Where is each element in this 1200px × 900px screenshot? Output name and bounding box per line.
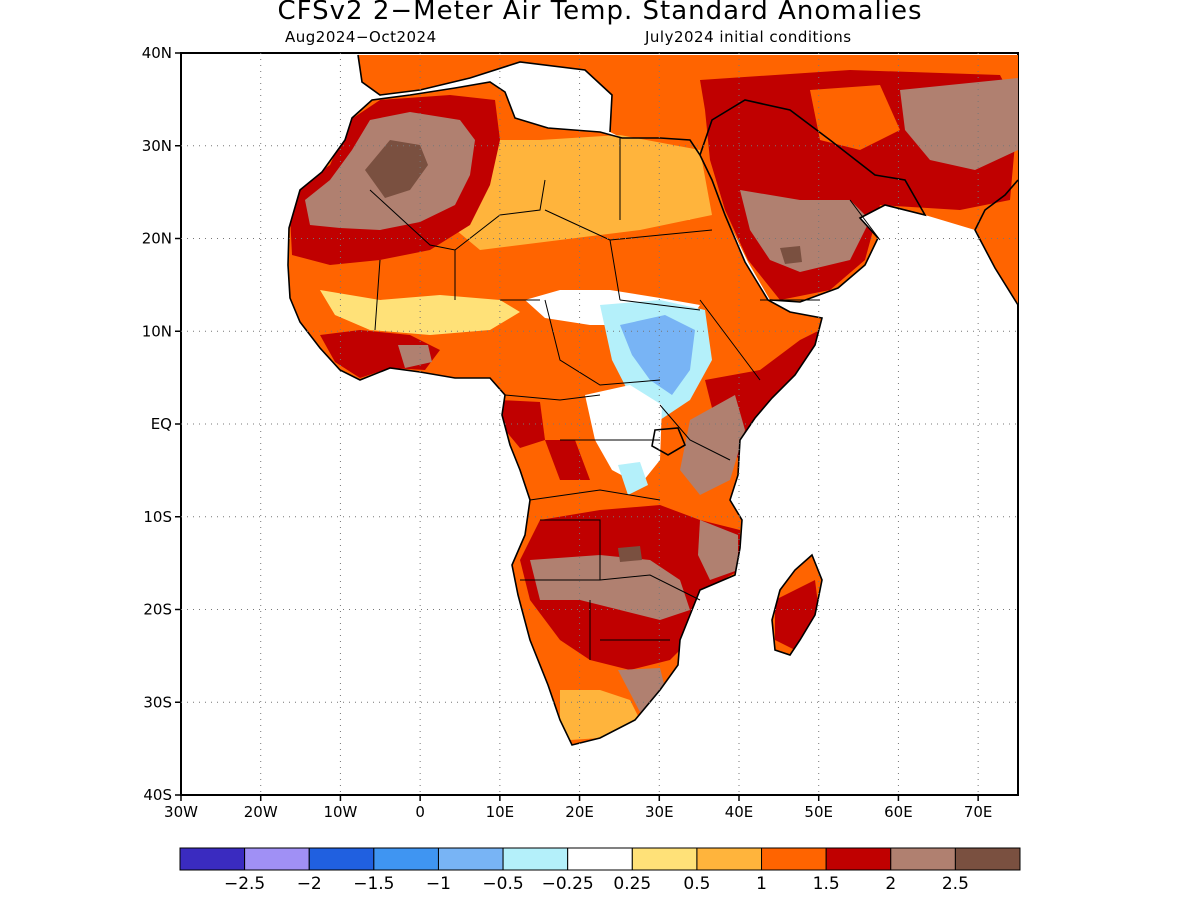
colorbar-swatch: [696, 847, 763, 871]
zambia-brown-core: [618, 546, 642, 562]
mozambique-brown: [698, 520, 738, 580]
colorbar-swatch: [761, 847, 827, 871]
colorbar-swatch: [244, 847, 310, 871]
lat-tick-label: 40S: [143, 786, 172, 804]
gabon-red: [500, 400, 545, 448]
lon-tick-label: 20W: [244, 803, 278, 821]
colorbar-swatch: [954, 847, 1021, 871]
colorbar-swatch: [179, 847, 246, 871]
southern-africa-brown: [530, 555, 690, 620]
colorbar-swatch: [373, 847, 439, 871]
border-lines: [369, 138, 881, 660]
lon-tick-label: 50E: [804, 803, 833, 821]
colorbar-label: −0.25: [542, 874, 594, 894]
colorbar-swatch: [502, 847, 569, 871]
lake-victoria: [651, 427, 687, 456]
colorbar-label: −1.5: [353, 874, 394, 894]
lon-tick-label: 70E: [964, 803, 993, 821]
lat-tick-label: 20N: [142, 230, 172, 248]
colorbar-label: 1.5: [813, 874, 840, 894]
colorbar-swatch: [631, 847, 698, 871]
lat-tick-label: 10N: [142, 322, 172, 340]
arabia-orange: [810, 85, 900, 150]
colorbar-swatch: [437, 847, 504, 871]
colorbar-label: 1: [756, 874, 767, 894]
lon-tick-label: 30E: [645, 803, 674, 821]
arabia-brown: [740, 190, 870, 272]
lat-tick-label: 10S: [143, 508, 172, 526]
east-africa-blue: [620, 315, 695, 395]
arabia-brown-core: [780, 246, 802, 264]
iran-brown: [900, 78, 1018, 170]
lon-tick-label: 0: [415, 803, 425, 821]
lat-tick-label: EQ: [151, 415, 172, 433]
colorbar-swatch: [308, 847, 375, 871]
horn-brown: [680, 395, 745, 495]
eurasia-coastline: [357, 54, 1018, 306]
lon-tick-label: 30W: [164, 803, 198, 821]
congo-light: [618, 462, 648, 495]
lon-tick-label: 60E: [884, 803, 913, 821]
colorbar-swatch: [567, 847, 633, 871]
lat-tick-label: 30N: [142, 137, 172, 155]
sahel-yellow: [320, 290, 520, 335]
coastlines: [287, 54, 1018, 746]
colorbar-label: 0.25: [613, 874, 651, 894]
colorbar-swatch: [890, 847, 956, 871]
graticule: [181, 53, 1018, 795]
sahara-hot-core: [365, 140, 428, 198]
lon-tick-label: 40E: [725, 803, 754, 821]
egypt-libya: [530, 140, 700, 225]
colorbar-label: −2.5: [224, 874, 265, 894]
forecast-period: Aug2024−Oct2024: [285, 28, 437, 46]
colorbar-label: −2: [297, 874, 322, 894]
lat-tick-label: 20S: [143, 601, 172, 619]
lon-tick-label: 10E: [486, 803, 515, 821]
lon-tick-label: 20E: [565, 803, 594, 821]
lat-tick-label: 40N: [142, 44, 172, 62]
west-coast-brown: [398, 345, 432, 368]
country-borders: [369, 138, 881, 660]
africa-coastline: [287, 81, 823, 746]
colorbar-swatch: [825, 847, 892, 871]
colorbar-label: −0.5: [482, 874, 523, 894]
colorbar-label: 0.5: [683, 874, 710, 894]
colorbar-label: 2: [885, 874, 896, 894]
lat-tick-label: 30S: [143, 693, 172, 711]
map-title: CFSv2 2−Meter Air Temp. Standard Anomali…: [277, 0, 923, 26]
lon-tick-label: 10W: [323, 803, 357, 821]
colorbar-label: 2.5: [942, 874, 969, 894]
madagascar-coastline: [771, 553, 823, 656]
colorbar-label: −1: [426, 874, 451, 894]
colorbar: −2.5 −2 −1.5 −1 −0.5 −0.25 0.25 0.5 1 1.5 2 2.5: [179, 847, 1021, 894]
congo-white: [585, 385, 662, 485]
initial-conditions: July2024 initial conditions: [645, 28, 852, 46]
angola-red: [545, 440, 590, 480]
